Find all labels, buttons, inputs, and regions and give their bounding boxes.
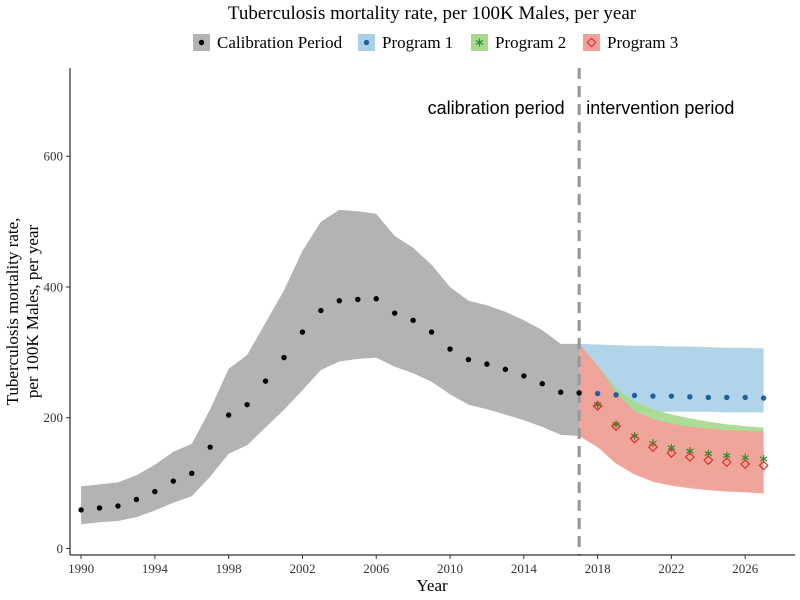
annotation-intervention-period: intervention period (586, 98, 734, 118)
legend-label: Program 1 (382, 33, 453, 52)
y-axis-title: Tuberculosis mortality rate, per 100K Mal… (3, 218, 42, 406)
legend-label: Program 3 (607, 33, 678, 52)
data-point (687, 394, 693, 400)
data-point (262, 378, 269, 384)
legend-item-program-1: Program 1 (358, 33, 453, 52)
data-point (96, 505, 103, 511)
series-calibration-period (78, 296, 582, 513)
confidence-bands (81, 209, 764, 525)
x-tick-label: 2022 (658, 561, 684, 576)
data-point (225, 412, 232, 418)
data-point (115, 503, 121, 509)
data-point (318, 307, 324, 314)
data-point (281, 354, 287, 361)
axes: 0 200 400 600 1990 1994 1998 2002 2006 2010 2014 20… (44, 68, 795, 576)
data-point (299, 329, 306, 335)
data-point (686, 447, 694, 456)
band-program-3 (579, 343, 764, 494)
legend-label: Calibration Period (217, 33, 343, 52)
data-point (740, 459, 751, 470)
y-tick-label: 600 (44, 149, 64, 164)
data-point (703, 455, 714, 466)
data-point (207, 444, 213, 450)
series-program-1 (594, 390, 767, 401)
data-point (170, 478, 177, 484)
data-point (758, 460, 769, 471)
x-tick-label: 2018 (585, 561, 611, 576)
data-point (650, 393, 656, 399)
data-point (576, 390, 582, 396)
legend-symbol (475, 38, 484, 47)
data-point (373, 296, 379, 302)
x-tick-label: 2002 (289, 561, 315, 576)
x-tick-label: 2014 (511, 561, 538, 576)
data-point (521, 373, 527, 379)
data-point (336, 298, 343, 304)
y-tick-label: 0 (57, 541, 64, 556)
data-point (629, 433, 640, 444)
data-point (244, 401, 250, 408)
data-point (760, 395, 767, 401)
series-program-3 (592, 400, 769, 471)
data-point (152, 488, 158, 495)
y-axis-title-line: per 100K Males, per year (23, 225, 42, 399)
data-point (447, 346, 453, 352)
data-point (428, 329, 435, 335)
chart-title: Tuberculosis mortality rate, per 100K Ma… (228, 3, 637, 24)
data-point (724, 394, 730, 401)
x-tick-label: 1994 (142, 561, 169, 576)
y-tick-label: 200 (44, 410, 64, 425)
data-point (539, 381, 545, 387)
data-point (502, 366, 509, 373)
data-point (594, 390, 601, 397)
y-tick-label: 400 (44, 279, 64, 294)
band-calibration-period (81, 209, 580, 525)
legend-item-calibration-period: Calibration Period (193, 33, 343, 52)
data-points (78, 296, 769, 513)
x-tick-label: 2026 (732, 561, 759, 576)
data-point (721, 457, 732, 468)
legend-label: Program 2 (495, 33, 566, 52)
annotation-calibration-period: calibration period (428, 98, 565, 118)
legend-symbol (363, 39, 370, 46)
legend-symbol (198, 39, 205, 46)
band-program-1 (579, 343, 764, 436)
data-point (631, 392, 638, 399)
data-point (484, 361, 490, 367)
data-point (78, 507, 84, 513)
data-point (666, 447, 677, 459)
data-point (189, 470, 195, 476)
data-point (647, 442, 659, 453)
data-point (133, 496, 140, 503)
data-point (410, 317, 416, 324)
data-point (611, 421, 622, 432)
data-point (465, 356, 472, 363)
data-point (613, 392, 619, 398)
x-axis-title: Year (416, 576, 448, 595)
legend-symbol (586, 37, 597, 48)
data-point (391, 310, 398, 316)
legend: Calibration Period Program 1 Program 2 Prog… (193, 33, 678, 52)
data-point (592, 400, 603, 412)
x-tick-label: 2010 (437, 561, 463, 576)
legend-item-program-2: Program 2 (471, 33, 566, 52)
data-point (705, 394, 711, 401)
x-tick-label: 1998 (216, 561, 242, 576)
y-axis-title-line: Tuberculosis mortality rate, (3, 218, 22, 406)
data-point (742, 394, 748, 401)
data-point (668, 393, 675, 399)
legend-key (583, 34, 600, 51)
x-tick-label: 1990 (68, 561, 94, 576)
data-point (355, 296, 361, 303)
x-tick-label: 2006 (363, 561, 390, 576)
data-point (558, 389, 564, 395)
data-point (684, 451, 695, 462)
data-point (667, 443, 676, 452)
period-annotations: calibration period intervention period (428, 98, 735, 118)
legend-item-program-3: Program 3 (583, 33, 678, 52)
